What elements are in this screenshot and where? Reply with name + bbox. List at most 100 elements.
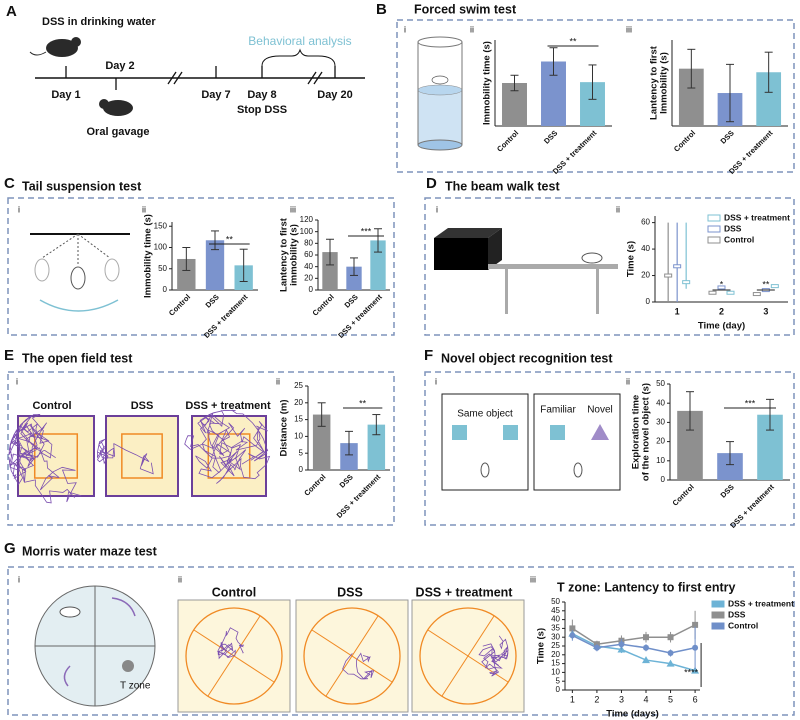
label: Oral gavage (87, 126, 150, 138)
significance-label: **** (684, 667, 699, 677)
legend-label: DSS (724, 223, 742, 233)
y-tick-label: 20 (294, 398, 303, 407)
significance-label: ** (226, 234, 234, 244)
y-axis-label: of the novel object (s) (641, 383, 652, 481)
y-tick-label: 50 (656, 379, 665, 388)
bar (346, 266, 362, 290)
median (717, 285, 726, 290)
x-tick-label: 4 (643, 694, 648, 704)
object-label: Same object (457, 409, 513, 420)
x-tick-label: 6 (693, 694, 698, 704)
y-tick-label: 40 (656, 398, 665, 407)
y-tick-label: 50 (158, 264, 167, 273)
x-tick-label: 3 (619, 694, 624, 704)
significance-label: * (720, 279, 724, 289)
sub-label: i (435, 376, 437, 386)
x-tick-label: 5 (668, 694, 673, 704)
median (682, 280, 691, 285)
y-tick-label: 20 (656, 437, 665, 446)
y-tick-label: 15 (294, 415, 303, 424)
panel-letter: E (4, 347, 14, 364)
pool (303, 607, 401, 705)
significance-label: ** (569, 36, 577, 46)
object-label: Familiar (540, 405, 576, 416)
series-line (572, 634, 696, 654)
y-tick-label: 20 (641, 271, 650, 280)
y-tick-label: 120 (300, 215, 314, 224)
y-tick-label: 0 (309, 285, 314, 294)
y-tick-label: 25 (294, 381, 303, 390)
x-tick-label: 2 (594, 694, 599, 704)
label: Stop DSS (237, 104, 287, 116)
day-label: Day 7 (201, 89, 230, 101)
day-label: Day 2 (105, 60, 134, 72)
pool-icon (34, 585, 156, 707)
panel-letter: A (6, 3, 17, 20)
y-tick-label: 0 (299, 465, 304, 474)
legend-swatch (707, 236, 721, 244)
sub-label: ii (470, 24, 474, 34)
marker (569, 625, 576, 632)
pool (419, 607, 517, 705)
track (478, 635, 509, 677)
panel-letter: G (4, 540, 16, 557)
pool (185, 607, 283, 705)
x-tick-label: DSS + treatment (728, 482, 776, 530)
x-tick-label: DSS (204, 292, 221, 309)
y-axis-label: Immobility time (s) (482, 41, 493, 125)
objects (452, 424, 609, 478)
median (752, 292, 761, 297)
y-tick-label: 30 (551, 632, 560, 641)
y-tick-label: 150 (154, 221, 168, 230)
sub-label: iii (290, 204, 296, 214)
sub-label: iii (530, 574, 536, 584)
quadrant-line (325, 615, 379, 697)
x-axis-label: Time (day) (698, 321, 745, 332)
marker (642, 656, 650, 664)
y-axis-label: Immobility time (s) (143, 214, 154, 298)
panel-frame (424, 197, 795, 336)
sub-label: i (436, 204, 438, 214)
bar (340, 443, 358, 470)
y-axis-label: immobility (s) (289, 224, 300, 286)
x-tick-label: Control (671, 482, 696, 507)
tail-suspension-icon (30, 233, 130, 312)
sub-label: ii (142, 204, 146, 214)
y-tick-label: 20 (551, 650, 560, 659)
y-axis-label: Lantency to first (649, 45, 660, 120)
y-tick-label: 20 (304, 273, 313, 282)
panel-title: Tail suspension test (22, 179, 142, 193)
y-tick-label: 25 (551, 641, 560, 650)
x-axis-label: Time (days) (606, 709, 659, 720)
y-tick-label: 0 (163, 285, 168, 294)
arena (105, 415, 179, 497)
panel-frame (7, 371, 395, 526)
panel-frame (396, 19, 795, 173)
arena-label: DSS + treatment (185, 400, 271, 412)
label: Behavioral analysis (248, 34, 351, 48)
y-tick-label: 0 (556, 685, 561, 694)
y-tick-label: 10 (294, 432, 303, 441)
track (342, 652, 375, 680)
y-tick-label: 60 (641, 218, 650, 227)
y-tick-label: 80 (304, 238, 313, 247)
marker (667, 650, 674, 657)
x-tick-label: Control (302, 472, 327, 497)
y-tick-label: 0 (661, 475, 666, 484)
sub-label: iii (626, 24, 632, 34)
x-tick-label: DSS (338, 472, 355, 489)
series-line (571, 624, 696, 646)
significance-label: *** (361, 226, 372, 236)
arena-label: Control (212, 585, 256, 599)
y-tick-label: 45 (551, 606, 560, 615)
marker (692, 621, 699, 628)
quadrant-line (441, 615, 495, 697)
sub-label: i (18, 574, 20, 584)
sub-label: ii (616, 204, 620, 214)
x-tick-label: DSS (343, 292, 360, 309)
y-axis-label: Time (s) (626, 241, 637, 277)
significance-label: *** (745, 398, 756, 408)
quadrant-line (207, 615, 261, 697)
legend-swatch (707, 225, 721, 233)
mouse-icon (99, 99, 133, 116)
